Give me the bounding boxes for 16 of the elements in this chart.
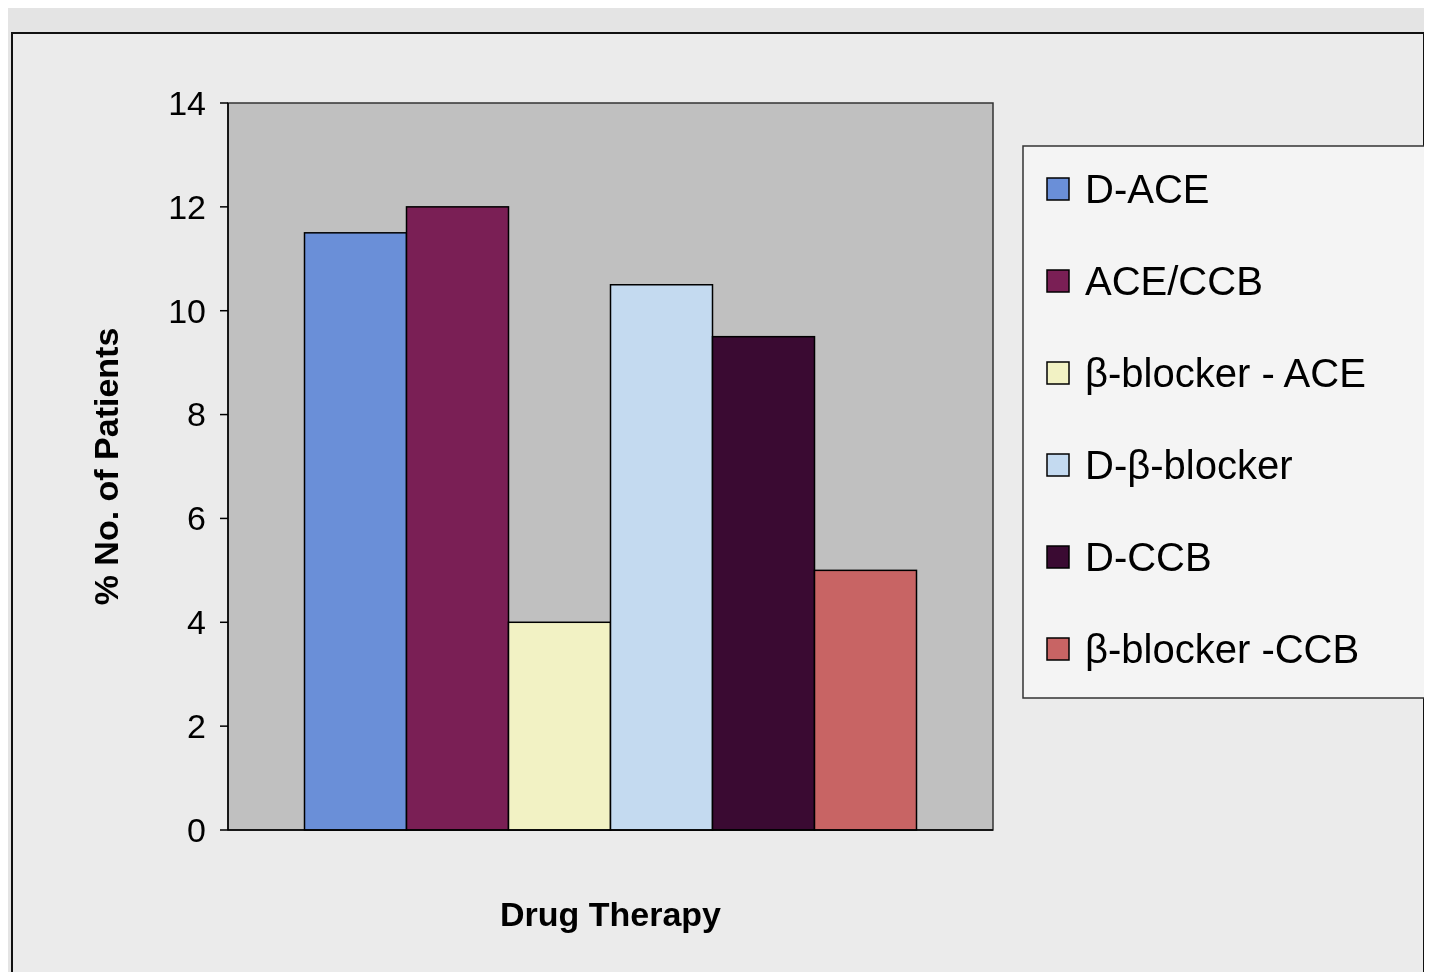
y-axis-title: % No. of Patients bbox=[87, 327, 125, 606]
legend-label: D-β-blocker bbox=[1085, 443, 1293, 487]
y-tick-label: 8 bbox=[187, 395, 206, 434]
legend-label: β-blocker - ACE bbox=[1085, 351, 1366, 395]
y-tick-label: 4 bbox=[187, 603, 206, 642]
legend-label: β-blocker -CCB bbox=[1085, 627, 1360, 671]
y-tick-label: 12 bbox=[168, 187, 206, 226]
y-tick-label: 14 bbox=[168, 83, 206, 122]
y-tick-label: 0 bbox=[187, 810, 206, 849]
y-tick-label: 2 bbox=[187, 707, 206, 746]
x-axis-title: Drug Therapy bbox=[499, 895, 722, 933]
y-tick-label: 10 bbox=[168, 291, 206, 330]
legend-label: D-ACE bbox=[1085, 167, 1210, 211]
legend-label: ACE/CCB bbox=[1085, 259, 1263, 303]
y-tick-label: 6 bbox=[187, 499, 206, 538]
legend-label: D-CCB bbox=[1085, 535, 1212, 579]
